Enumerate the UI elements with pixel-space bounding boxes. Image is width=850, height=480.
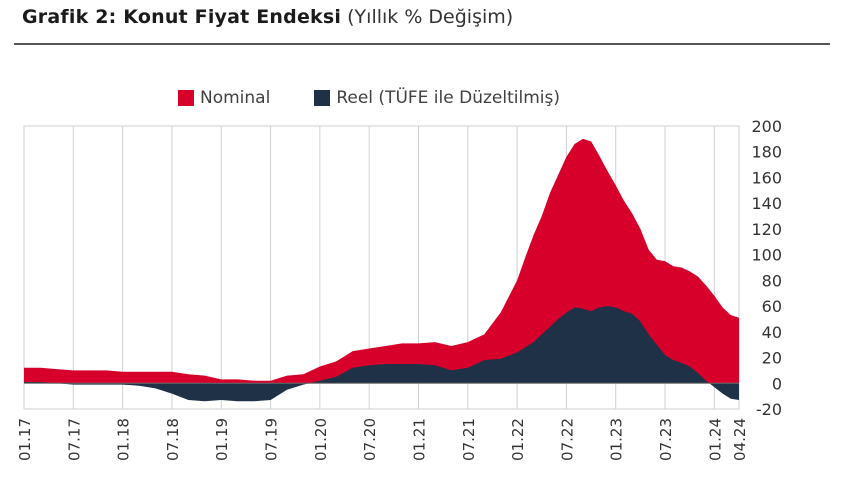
legend-label-nominal: Nominal bbox=[200, 88, 271, 108]
x-tick-label-01.21: 01.21 bbox=[410, 418, 428, 461]
chart-title-main: Grafik 2: Konut Fiyat Endeksi bbox=[22, 6, 342, 28]
chart-title: Grafik 2: Konut Fiyat Endeksi (Yıllık % … bbox=[22, 6, 513, 28]
title-divider bbox=[14, 43, 830, 45]
x-tick-label-01.19: 01.19 bbox=[213, 418, 231, 461]
chart-legend: Nominal Reel (TÜFE ile Düzeltilmiş) bbox=[178, 88, 604, 108]
x-tick-label-01.18: 01.18 bbox=[115, 418, 133, 461]
y-tick-label-120: 120 bbox=[751, 220, 782, 239]
x-tick-label-07.18: 07.18 bbox=[164, 418, 182, 461]
legend-item-reel: Reel (TÜFE ile Düzeltilmiş) bbox=[314, 88, 560, 108]
x-tick-label-07.21: 07.21 bbox=[460, 418, 478, 461]
x-tick-label-04.24: 04.24 bbox=[731, 418, 749, 461]
y-tick-label-140: 140 bbox=[751, 194, 782, 213]
legend-swatch-nominal bbox=[178, 90, 194, 106]
y-tick-label-100: 100 bbox=[751, 246, 782, 265]
x-tick-label-01.24: 01.24 bbox=[706, 418, 724, 461]
series-area-reel bbox=[24, 306, 739, 402]
y-tick-label-160: 160 bbox=[751, 168, 782, 187]
x-tick-label-07.20: 07.20 bbox=[361, 418, 379, 461]
legend-swatch-reel bbox=[314, 90, 331, 106]
y-tick-label-60: 60 bbox=[762, 297, 782, 316]
x-tick-label-01.20: 01.20 bbox=[312, 418, 330, 461]
legend-label-reel: Reel (TÜFE ile Düzeltilmiş) bbox=[336, 88, 560, 108]
x-tick-label-07.17: 07.17 bbox=[65, 418, 83, 461]
y-tick-label-180: 180 bbox=[751, 143, 782, 162]
y-tick-label-200: 200 bbox=[751, 117, 782, 136]
y-tick-label-20: 20 bbox=[762, 349, 782, 368]
x-tick-label-01.23: 01.23 bbox=[608, 418, 626, 461]
x-tick-label-07.19: 07.19 bbox=[263, 418, 281, 461]
y-tick-label--20: -20 bbox=[756, 400, 782, 419]
x-tick-label-01.17: 01.17 bbox=[16, 418, 34, 461]
x-tick-label-07.23: 07.23 bbox=[657, 418, 675, 461]
y-tick-label-40: 40 bbox=[762, 323, 782, 342]
legend-item-nominal: Nominal bbox=[178, 88, 270, 108]
x-tick-label-07.22: 07.22 bbox=[558, 418, 576, 461]
y-tick-label-80: 80 bbox=[762, 271, 782, 290]
x-tick-label-01.22: 01.22 bbox=[509, 418, 527, 461]
chart-title-sub: (Yıllık % Değişim) bbox=[347, 6, 514, 28]
y-tick-label-0: 0 bbox=[772, 374, 782, 393]
